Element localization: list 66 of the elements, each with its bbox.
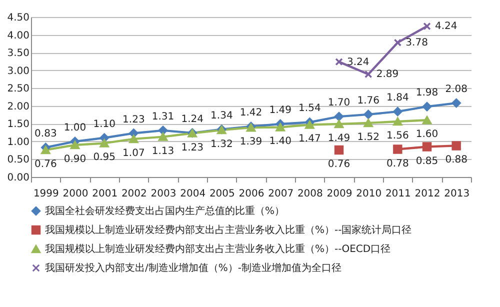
data-label: 1.49	[269, 105, 292, 116]
data-label: 4.24	[435, 21, 458, 32]
data-label: 0.88	[445, 154, 468, 166]
y-tick-label: 1.50	[7, 119, 30, 130]
data-label: 1.10	[93, 118, 116, 130]
legend-label: 我国规模以上制造业研发经费内部支出占主营业务收入比重（%）--国家统计局口径	[45, 224, 412, 236]
y-tick-label: 4.50	[7, 12, 30, 24]
x-tick-label: 2007	[268, 188, 294, 200]
data-label: 0.76	[34, 158, 57, 170]
data-label: 1.49	[328, 133, 350, 144]
x-tick-label: 2002	[121, 188, 147, 200]
data-label: 0.90	[64, 154, 86, 165]
x-tick-label: 2013	[444, 188, 470, 200]
x-tick-label: 2010	[356, 188, 382, 200]
y-tick-label: 0.50	[7, 154, 30, 166]
data-label: 1.70	[328, 98, 350, 109]
data-label: 0.78	[386, 158, 409, 170]
legend-label: 我国研发投入内部支出/制造业增加值（%）-制造业增加值为全口径	[45, 262, 342, 274]
data-label: 1.23	[181, 142, 204, 154]
x-tick-label: 2008	[297, 188, 323, 200]
x-tick-label: 2006	[238, 188, 264, 200]
x-tick-label: 2012	[414, 188, 440, 200]
data-label: 3.24	[347, 56, 370, 68]
legend-label: 我国规模以上制造业研发经费内部支出占主营业务收入比重（%）--OECD口径	[45, 243, 391, 255]
y-tick-label: 4.00	[7, 30, 30, 42]
data-label: 1.13	[152, 146, 174, 157]
data-label: 1.32	[210, 139, 233, 150]
data-label: 1.23	[122, 114, 145, 126]
x-tick-label: 2003	[150, 188, 176, 200]
y-tick-label: 0.00	[7, 172, 30, 184]
x-tick-label: 2000	[62, 188, 88, 200]
data-label: 1.98	[416, 88, 438, 99]
data-label: 1.39	[240, 136, 262, 148]
x-tick-label: 1999	[33, 188, 59, 200]
legend-label: 我国全社会研发经费支出占国内生产总值的比重（%）	[45, 205, 285, 217]
data-label: 0.85	[416, 156, 438, 167]
data-label: 1.00	[64, 122, 86, 134]
data-label: 3.78	[406, 38, 428, 49]
x-tick-label: 2009	[326, 188, 352, 200]
y-tick-label: 3.50	[7, 48, 30, 60]
data-label: 2.89	[376, 69, 399, 80]
data-label: 1.42	[240, 108, 262, 119]
y-tick-label: 2.00	[7, 101, 30, 112]
data-label: 1.34	[210, 110, 233, 122]
data-label: 1.52	[357, 132, 380, 143]
y-tick-label: 3.00	[7, 66, 30, 77]
data-label: 0.95	[93, 152, 116, 164]
data-label: 2.08	[445, 84, 468, 96]
data-label: 1.24	[181, 114, 204, 125]
data-label: 1.54	[298, 103, 321, 114]
data-label: 1.31	[152, 111, 174, 122]
data-label: 0.76	[328, 158, 350, 170]
data-label: 1.76	[357, 95, 380, 106]
data-label: 1.07	[122, 148, 145, 159]
data-label: 0.83	[34, 128, 57, 140]
x-tick-label: 2005	[209, 188, 235, 200]
data-label: 1.56	[386, 130, 409, 142]
x-tick-label: 2011	[385, 188, 411, 200]
x-tick-label: 2001	[92, 188, 118, 200]
data-label: 1.60	[416, 129, 438, 140]
y-tick-label: 1.00	[7, 136, 30, 148]
y-tick-label: 2.50	[7, 84, 30, 95]
data-label: 1.40	[269, 136, 292, 148]
data-label: 1.84	[386, 92, 409, 104]
x-tick-label: 2004	[180, 188, 206, 200]
data-label: 1.47	[298, 134, 321, 145]
